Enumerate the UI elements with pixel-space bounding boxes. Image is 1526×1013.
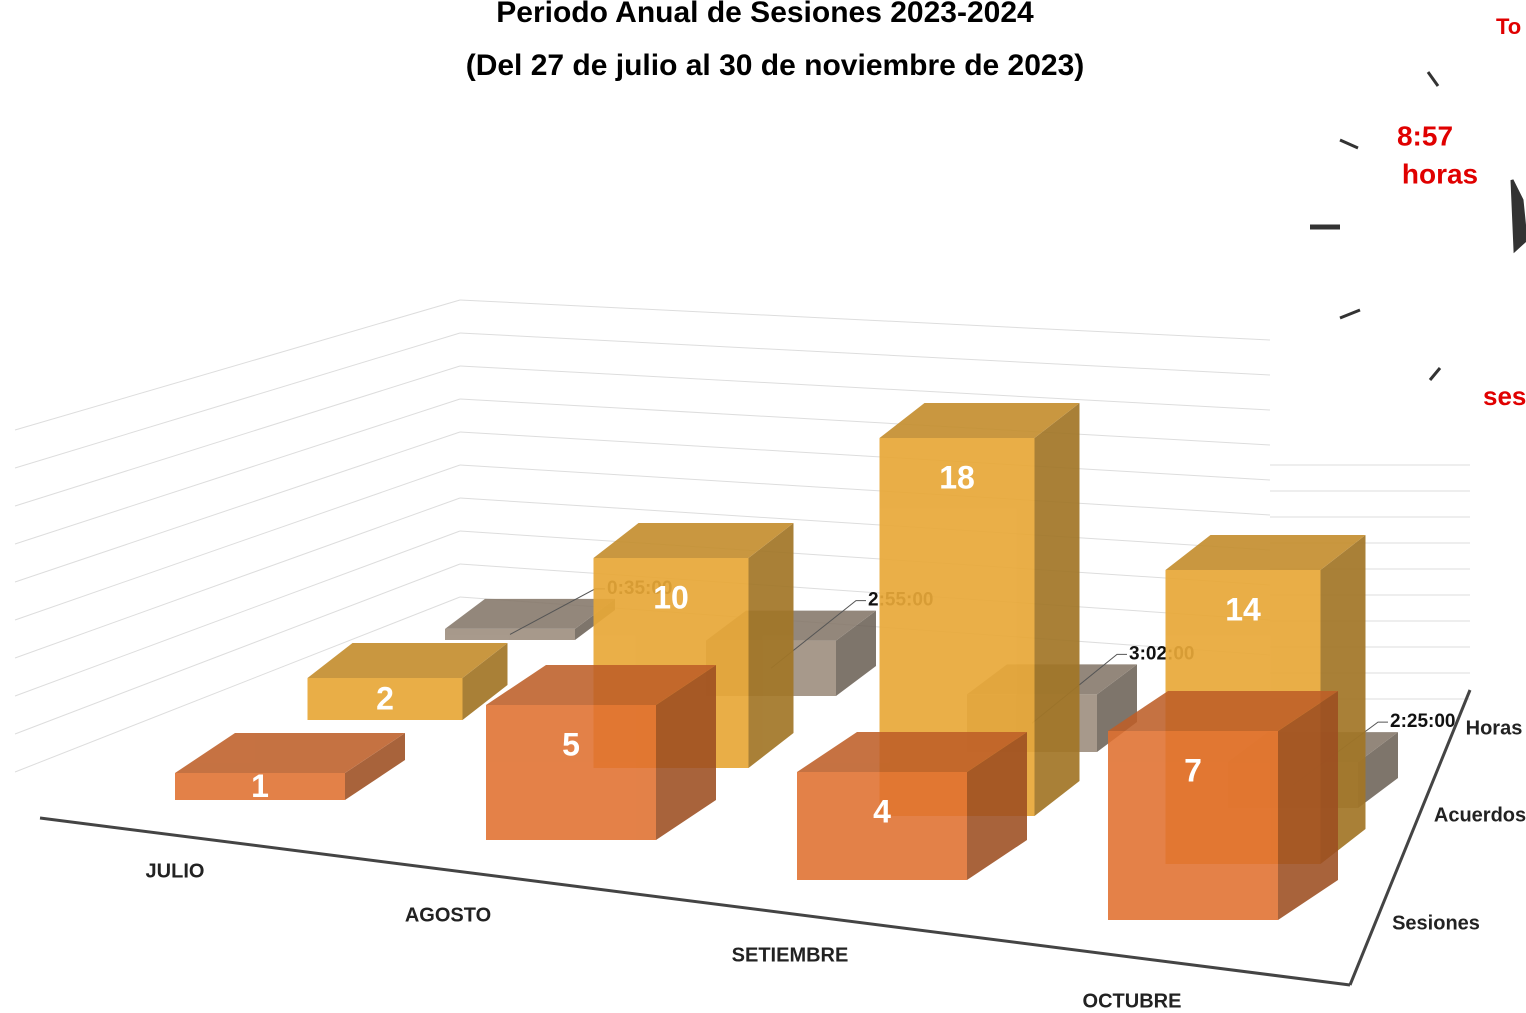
wall-line xyxy=(14,530,461,697)
legend-label: Horas xyxy=(1466,717,1523,739)
bar-top xyxy=(307,643,508,678)
chart-title: Periodo Anual de Sesiones 2023-2024 xyxy=(496,0,1034,29)
legend-label: Acuerdos xyxy=(1434,804,1526,826)
x-tick-label: SETIEMBRE xyxy=(732,944,849,966)
wall-line xyxy=(14,596,461,773)
data-label: 7 xyxy=(1184,752,1202,788)
wall-line xyxy=(459,398,1271,446)
wall-line xyxy=(459,299,1271,341)
wall-line xyxy=(14,332,461,469)
data-label: 10 xyxy=(653,579,689,615)
bar-top xyxy=(879,403,1080,438)
bar-front xyxy=(1108,731,1278,920)
data-label: 14 xyxy=(1225,591,1261,627)
bar-side xyxy=(1097,664,1137,752)
wall-line xyxy=(459,464,1271,516)
bar-side xyxy=(345,733,405,800)
bar xyxy=(1108,691,1338,920)
annotation: To xyxy=(1496,14,1521,39)
bar-top xyxy=(1165,535,1366,570)
wall-line xyxy=(459,365,1271,411)
leader-line xyxy=(770,600,866,669)
x-tick-label: JULIO xyxy=(146,860,205,882)
wall-line xyxy=(14,431,461,583)
wall-line xyxy=(14,365,461,507)
bar-side xyxy=(748,523,794,768)
bar-side xyxy=(967,732,1027,880)
bar xyxy=(797,732,1027,880)
data-label: 2 xyxy=(376,680,394,716)
bar-side xyxy=(462,643,508,720)
wall-line xyxy=(459,332,1271,376)
annotation: ses xyxy=(1483,381,1526,411)
bar-top xyxy=(175,733,405,773)
x-axis xyxy=(39,816,1351,987)
x-tick-label: OCTUBRE xyxy=(1083,990,1182,1012)
bar-top xyxy=(593,523,794,558)
wall-line xyxy=(459,530,1271,586)
clock-decor xyxy=(1310,71,1526,381)
annotation: horas xyxy=(1402,158,1478,189)
bar-front xyxy=(797,772,967,880)
bar-side xyxy=(656,665,716,840)
data-label: 2:25:00 xyxy=(1390,711,1456,732)
chart-subtitle: (Del 27 de julio al 30 de noviembre de 2… xyxy=(466,49,1085,82)
bar xyxy=(445,598,615,640)
bar-front xyxy=(486,705,656,840)
bar-side xyxy=(1034,403,1080,816)
data-label: 1 xyxy=(251,768,269,804)
wall-line xyxy=(459,431,1271,481)
bar-side xyxy=(836,610,876,696)
wall-line xyxy=(14,497,461,659)
bar-front xyxy=(175,773,345,800)
bar-top xyxy=(445,598,615,629)
wall-line xyxy=(459,497,1271,551)
wall-line xyxy=(14,464,461,621)
annotation: 8:57 xyxy=(1397,120,1453,151)
wall-line xyxy=(14,563,461,735)
data-label: 18 xyxy=(939,459,975,495)
bar-top xyxy=(797,732,1027,772)
x-tick-label: AGOSTO xyxy=(405,904,491,926)
data-label: 4 xyxy=(873,793,891,829)
bar-top xyxy=(486,665,716,705)
depth-axis xyxy=(1348,689,1472,986)
bar-side xyxy=(1278,691,1338,920)
legend-label: Sesiones xyxy=(1392,912,1480,934)
wall-line xyxy=(14,299,461,431)
wall-line xyxy=(14,398,461,545)
bar-side xyxy=(1358,732,1398,808)
bar xyxy=(175,733,405,800)
bar-top xyxy=(1108,691,1338,731)
data-label: 5 xyxy=(562,726,580,762)
bar xyxy=(486,665,716,840)
bar xyxy=(307,643,508,720)
bar-front xyxy=(307,678,463,720)
